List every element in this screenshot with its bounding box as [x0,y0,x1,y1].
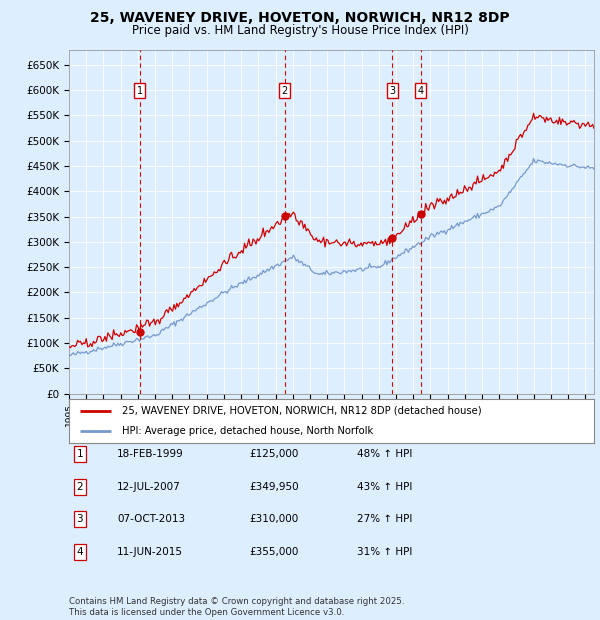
Text: 4: 4 [76,547,83,557]
Text: 48% ↑ HPI: 48% ↑ HPI [357,449,412,459]
Text: 25, WAVENEY DRIVE, HOVETON, NORWICH, NR12 8DP (detached house): 25, WAVENEY DRIVE, HOVETON, NORWICH, NR1… [121,405,481,416]
Text: 1: 1 [137,86,143,96]
Text: 25, WAVENEY DRIVE, HOVETON, NORWICH, NR12 8DP: 25, WAVENEY DRIVE, HOVETON, NORWICH, NR1… [90,11,510,25]
Text: £349,950: £349,950 [249,482,299,492]
Text: £310,000: £310,000 [249,514,298,524]
Text: Contains HM Land Registry data © Crown copyright and database right 2025.
This d: Contains HM Land Registry data © Crown c… [69,598,404,617]
Text: 3: 3 [389,86,395,96]
Text: £125,000: £125,000 [249,449,298,459]
Text: 11-JUN-2015: 11-JUN-2015 [117,547,183,557]
Text: 1: 1 [76,449,83,459]
Text: HPI: Average price, detached house, North Norfolk: HPI: Average price, detached house, Nort… [121,426,373,436]
Text: Price paid vs. HM Land Registry's House Price Index (HPI): Price paid vs. HM Land Registry's House … [131,24,469,37]
Text: 4: 4 [418,86,424,96]
Text: 07-OCT-2013: 07-OCT-2013 [117,514,185,524]
Text: £355,000: £355,000 [249,547,298,557]
Text: 2: 2 [281,86,288,96]
Text: 43% ↑ HPI: 43% ↑ HPI [357,482,412,492]
Text: 31% ↑ HPI: 31% ↑ HPI [357,547,412,557]
Text: 2: 2 [76,482,83,492]
Text: 27% ↑ HPI: 27% ↑ HPI [357,514,412,524]
Text: 18-FEB-1999: 18-FEB-1999 [117,449,184,459]
Text: 12-JUL-2007: 12-JUL-2007 [117,482,181,492]
Text: 3: 3 [76,514,83,524]
